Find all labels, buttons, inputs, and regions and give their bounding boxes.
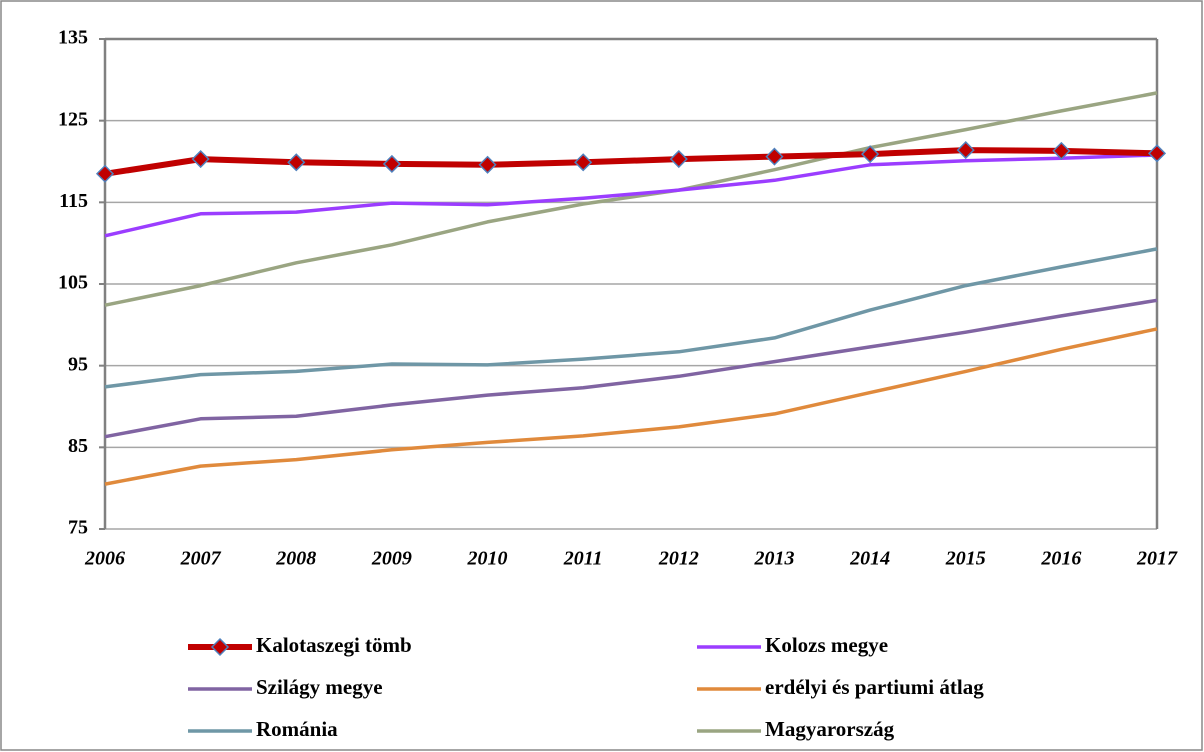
x-tick-label: 2011 <box>563 548 603 570</box>
marker <box>669 149 688 169</box>
marker <box>382 154 401 174</box>
y-tick-label: 95 <box>68 353 88 375</box>
x-tick-label: 2012 <box>658 548 699 570</box>
marker <box>1052 141 1071 160</box>
legend-label: erdélyi és partiumi átlag <box>765 675 984 699</box>
marker <box>765 147 784 166</box>
legend-marker <box>210 637 230 657</box>
legend-label: Magyarország <box>765 717 895 741</box>
y-tick-label: 105 <box>58 272 88 294</box>
y-tick-label: 135 <box>58 27 88 49</box>
x-tick-label: 2010 <box>467 548 508 570</box>
series-line <box>104 247 1158 389</box>
marker <box>574 153 593 172</box>
marker <box>191 149 210 169</box>
x-tick-label: 2014 <box>849 548 890 570</box>
series-line <box>104 327 1158 486</box>
series-line <box>104 153 1158 238</box>
x-tick-label: 2016 <box>1040 548 1081 570</box>
marker <box>287 153 306 172</box>
marker <box>956 141 975 160</box>
marker <box>861 145 880 164</box>
x-tick-label: 2015 <box>945 548 986 570</box>
legend-label: Kolozs megye <box>765 633 888 657</box>
y-tick-label: 115 <box>59 190 88 212</box>
legend-label: Románia <box>256 717 338 741</box>
series-line <box>104 298 1158 439</box>
x-tick-label: 2017 <box>1136 548 1178 570</box>
y-tick-label: 75 <box>68 517 88 539</box>
legend-label: Szilágy megye <box>256 675 383 699</box>
x-tick-label: 2006 <box>84 548 125 570</box>
series-line <box>104 91 1158 307</box>
legend-label: Kalotaszegi tömb <box>256 633 412 657</box>
marker <box>1147 144 1167 163</box>
marker <box>478 155 497 174</box>
y-tick-label: 85 <box>68 435 88 457</box>
series-line <box>104 147 1158 177</box>
x-tick-label: 2009 <box>371 548 412 570</box>
x-tick-label: 2013 <box>753 548 794 570</box>
y-tick-label: 125 <box>58 108 88 130</box>
marker <box>95 164 115 183</box>
x-tick-label: 2008 <box>275 548 316 570</box>
x-tick-label: 2007 <box>180 548 222 570</box>
